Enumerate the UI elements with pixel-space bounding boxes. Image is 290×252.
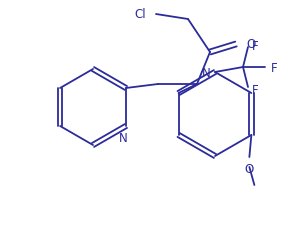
Text: F: F	[271, 61, 278, 74]
Text: O: O	[246, 37, 255, 50]
Text: Cl: Cl	[134, 8, 146, 20]
Text: O: O	[245, 162, 254, 175]
Text: F: F	[252, 83, 259, 96]
Text: N: N	[119, 132, 127, 144]
Text: F: F	[252, 39, 259, 52]
Text: N: N	[202, 67, 211, 80]
